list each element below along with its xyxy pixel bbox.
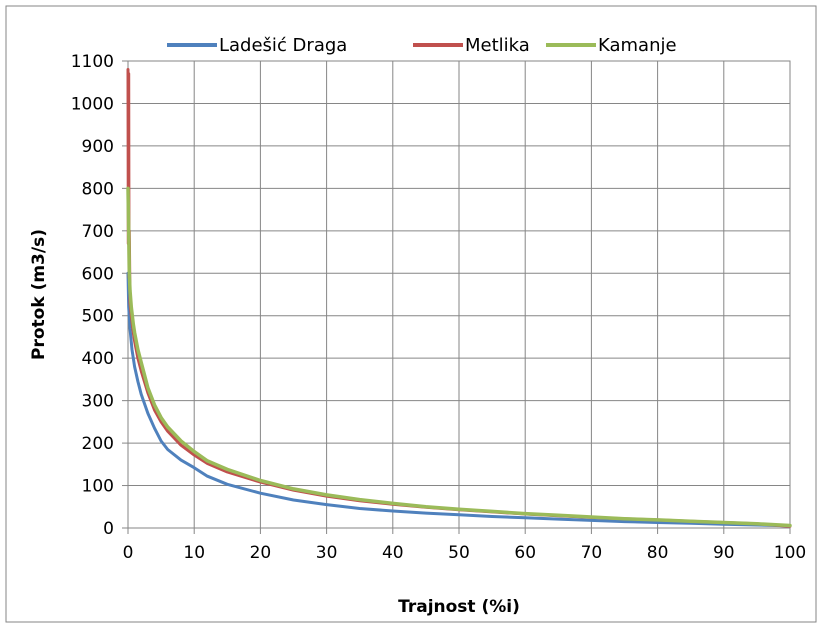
- x-tick-label: 100: [774, 543, 806, 563]
- y-tick-label: 1100: [71, 52, 114, 72]
- y-tick-label: 900: [82, 137, 114, 157]
- y-tick-label: 500: [82, 307, 114, 327]
- y-tick-label: 300: [82, 392, 114, 412]
- y-tick-label: 400: [82, 349, 114, 369]
- x-tick-label: 30: [316, 543, 338, 563]
- x-tick-label: 70: [581, 543, 603, 563]
- y-tick-label: 600: [82, 264, 114, 284]
- y-axis-title: Protok (m3/s): [29, 229, 49, 360]
- y-tick-label: 700: [82, 222, 114, 242]
- x-tick-label: 20: [250, 543, 272, 563]
- series-line-2: [126, 186, 792, 528]
- legend-label-1: Metlika: [465, 35, 530, 56]
- x-tick-label: 60: [514, 543, 536, 563]
- legend-label-2: Kamanje: [598, 35, 677, 56]
- x-tick-label: 80: [647, 543, 669, 563]
- tick-labels: 0 10 20 30 40 50 60 70 80 90 100010020030040050060…: [71, 52, 806, 563]
- y-tick-label: 800: [82, 179, 114, 199]
- y-tick-label: 1000: [71, 94, 114, 114]
- x-axis-title: Trajnost (%i): [398, 597, 520, 617]
- x-tick-label: 10: [183, 543, 205, 563]
- series-lines: [126, 68, 792, 528]
- x-tick-label: 0: [123, 543, 134, 563]
- y-tick-label: 100: [82, 477, 114, 497]
- y-tick-label: 200: [82, 434, 114, 454]
- legend: Ladešić Draga Metlika Kamanje: [167, 35, 677, 56]
- x-tick-label: 50: [448, 543, 470, 563]
- series-line-0: [126, 271, 792, 528]
- x-tick-label: 90: [713, 543, 735, 563]
- y-tick-label: 0: [103, 519, 114, 539]
- x-tick-label: 40: [382, 543, 404, 563]
- legend-label-0: Ladešić Draga: [219, 35, 347, 56]
